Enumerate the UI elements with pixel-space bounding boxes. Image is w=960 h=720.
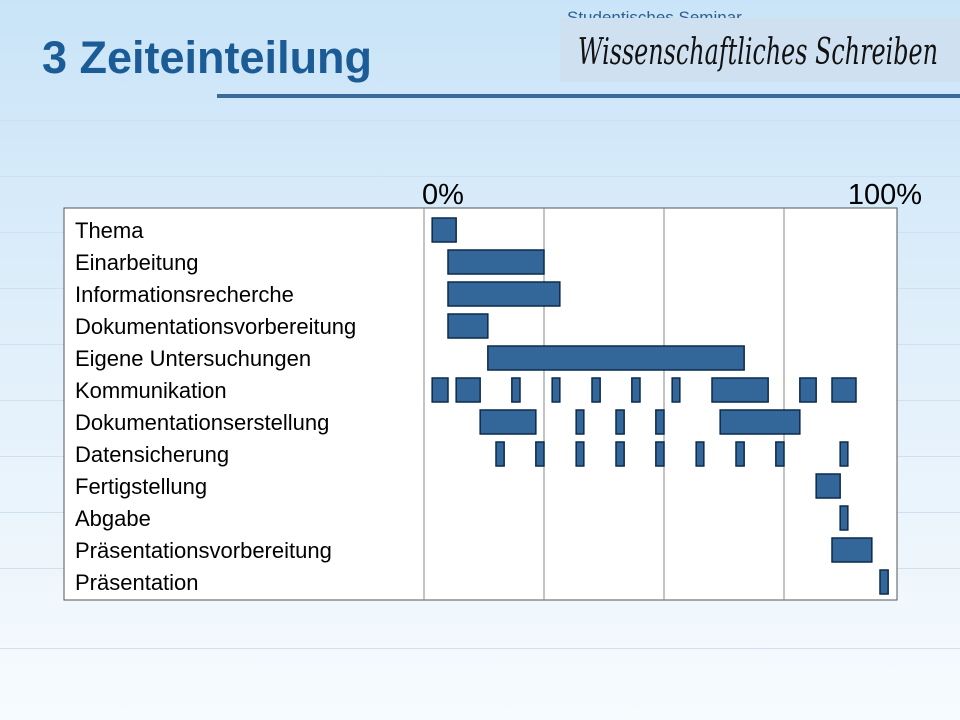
- gantt-bar: [671, 377, 681, 403]
- gantt-bar: [655, 441, 665, 467]
- gantt-bar: [575, 409, 585, 435]
- gantt-bar: [495, 441, 505, 467]
- background-rule: [0, 120, 960, 121]
- gantt-bar: [431, 217, 457, 243]
- seminar-logo: Wissenschaftliches Schreiben: [560, 18, 960, 82]
- gantt-bar: [815, 473, 841, 499]
- gantt-bar: [719, 409, 801, 435]
- gantt-bar: [431, 377, 449, 403]
- category-label: Thema: [75, 218, 144, 243]
- gantt-bar: [735, 441, 745, 467]
- category-label: Kommunikation: [75, 378, 227, 403]
- x-tick-label: 100%: [848, 179, 922, 211]
- gantt-bar: [447, 281, 561, 307]
- category-label: Präsentation: [75, 570, 199, 595]
- gantt-bar: [711, 377, 769, 403]
- gantt-bar: [799, 377, 817, 403]
- title-underline: [217, 94, 960, 98]
- category-label: Eigene Untersuchungen: [75, 346, 311, 371]
- gantt-bar: [575, 441, 585, 467]
- gantt-bar: [839, 441, 849, 467]
- gantt-bar: [479, 409, 537, 435]
- gantt-bar: [631, 377, 641, 403]
- gantt-bar: [615, 409, 625, 435]
- category-label: Abgabe: [75, 506, 151, 531]
- gantt-bar: [831, 537, 873, 563]
- background-rule: [0, 648, 960, 649]
- page-title: 3 Zeiteinteilung: [42, 32, 373, 83]
- category-label: Informationsrecherche: [75, 282, 294, 307]
- gantt-bar: [511, 377, 521, 403]
- gantt-bar: [535, 441, 545, 467]
- gantt-bar: [775, 441, 785, 467]
- gantt-bar: [487, 345, 745, 371]
- gantt-bar: [831, 377, 857, 403]
- gantt-bar: [655, 409, 665, 435]
- gantt-bar: [591, 377, 601, 403]
- category-label: Fertigstellung: [75, 474, 207, 499]
- handwritten-logo-icon: Wissenschaftliches Schreiben: [578, 32, 938, 73]
- gantt-bar: [879, 569, 889, 595]
- category-label: Datensicherung: [75, 442, 229, 467]
- x-tick-label: 0%: [422, 179, 464, 211]
- logo-lettering: Wissenschaftliches Schreiben: [578, 32, 938, 73]
- gantt-bar: [551, 377, 561, 403]
- gantt-bar: [839, 505, 849, 531]
- gantt-bar: [695, 441, 705, 467]
- gantt-bar: [455, 377, 481, 403]
- gantt-bar: [447, 313, 489, 339]
- category-label: Präsentationsvorbereitung: [75, 538, 332, 563]
- category-label: Einarbeitung: [75, 250, 199, 275]
- category-label: Dokumentationsvorbereitung: [75, 314, 356, 339]
- background-rule: [0, 176, 960, 177]
- category-label: Dokumentationserstellung: [75, 410, 329, 435]
- gantt-bar: [615, 441, 625, 467]
- gantt-bar: [447, 249, 545, 275]
